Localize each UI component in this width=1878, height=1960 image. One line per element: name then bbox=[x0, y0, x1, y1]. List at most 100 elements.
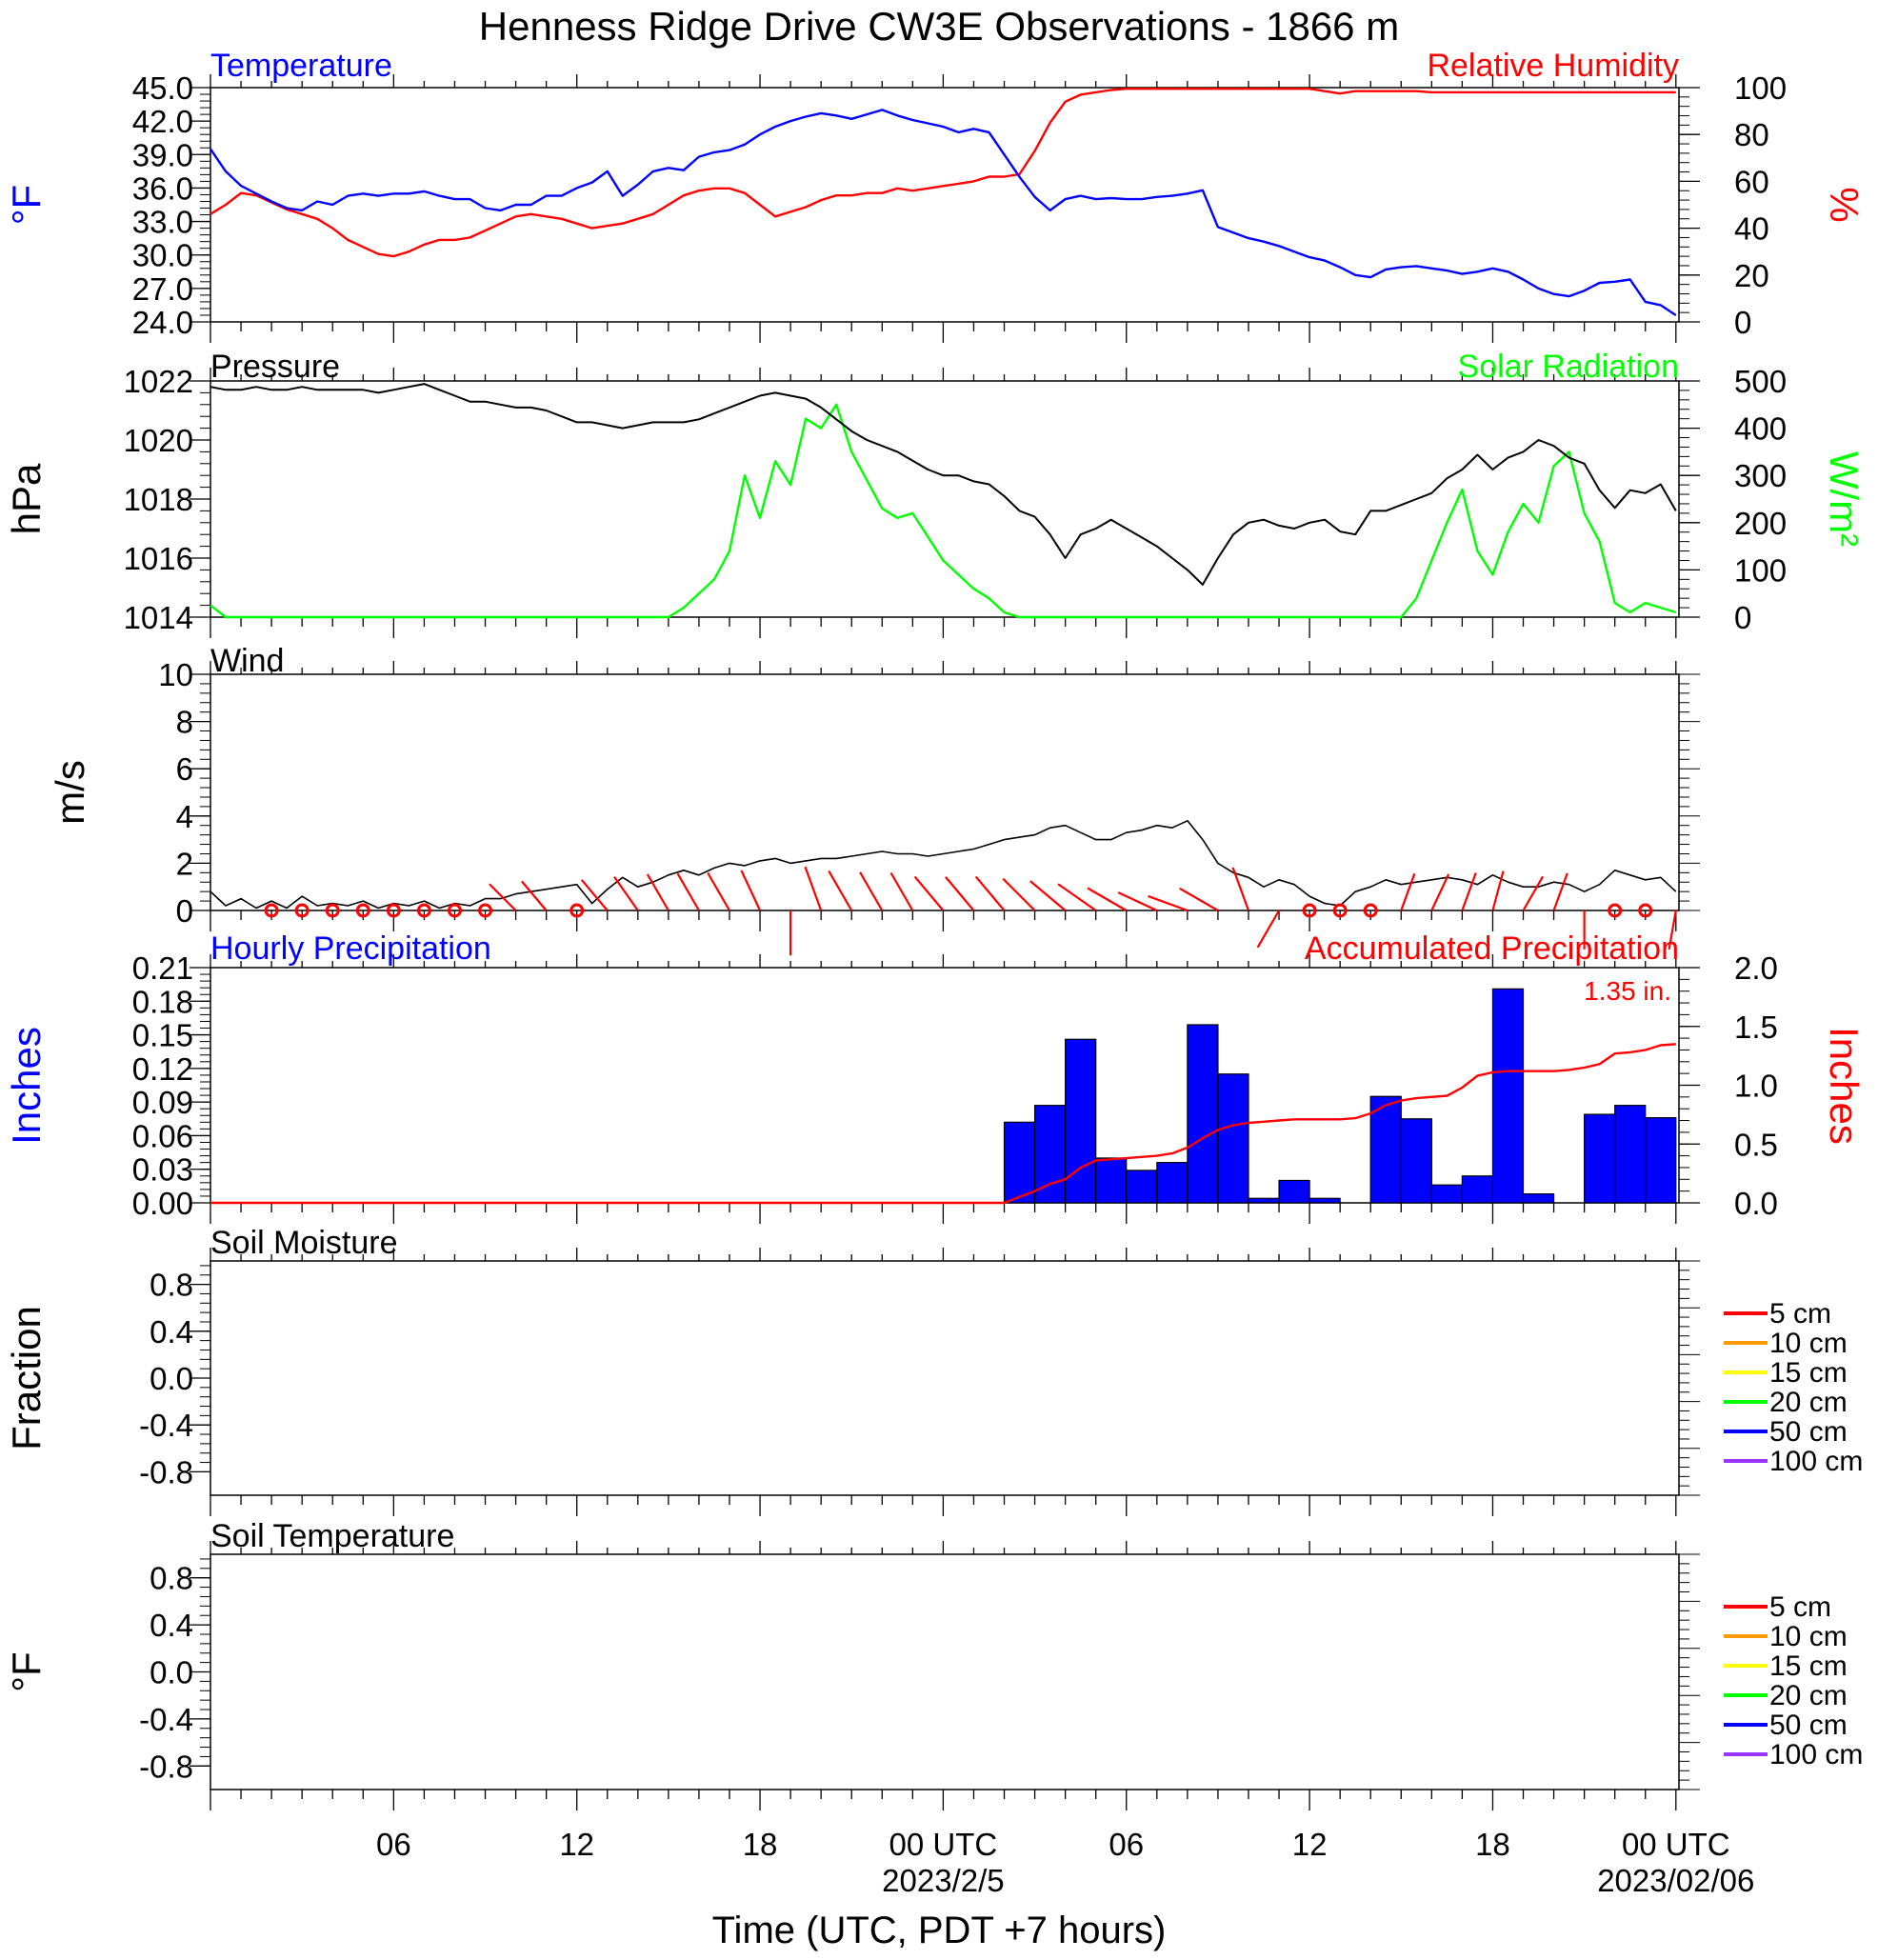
accumulated-total-label: 1.35 in. bbox=[1584, 976, 1671, 1006]
figure-title: Henness Ridge Drive CW3E Observations - … bbox=[479, 4, 1399, 49]
y-tick-label: 1020 bbox=[124, 423, 193, 458]
y-tick-label: 0.15 bbox=[132, 1018, 193, 1053]
wind-barb bbox=[828, 870, 853, 911]
y-tick-label: -0.4 bbox=[139, 1702, 193, 1737]
x-tick-label: 06 bbox=[1109, 1827, 1144, 1862]
x-tick-label: 00 UTC bbox=[889, 1827, 998, 1862]
y-tick-label: 0.06 bbox=[132, 1118, 193, 1153]
wind-barb bbox=[859, 871, 884, 911]
wind-calm-marker bbox=[569, 903, 585, 918]
panel-title-wind: Wind bbox=[210, 643, 284, 679]
y-tick-label: 39.0 bbox=[132, 137, 193, 172]
series-temperature bbox=[210, 109, 1677, 317]
precip-bar bbox=[1491, 988, 1525, 1204]
precip-bar bbox=[1461, 1175, 1494, 1204]
y2-tick-label: 1.0 bbox=[1734, 1069, 1778, 1104]
wind-calm-marker bbox=[416, 903, 431, 918]
precip-bar bbox=[1645, 1117, 1677, 1204]
y-tick-label: 36.0 bbox=[132, 170, 193, 206]
precip-bar bbox=[1187, 1024, 1219, 1204]
y2-tick-label: 400 bbox=[1734, 411, 1787, 447]
y2-tick-label: 40 bbox=[1734, 211, 1769, 247]
precip-bar bbox=[1126, 1170, 1158, 1204]
wind-calm-marker bbox=[1608, 903, 1623, 918]
wind-calm-marker bbox=[264, 903, 279, 918]
x-tick-label: 06 bbox=[376, 1827, 411, 1862]
y-tick-label: 45.0 bbox=[132, 70, 193, 106]
y-tick-label: 27.0 bbox=[132, 271, 193, 307]
legend-label: 20 cm bbox=[1769, 1387, 1848, 1418]
precip-bar bbox=[1003, 1121, 1036, 1204]
panel-title-soil-temperature: Soil Temperature bbox=[210, 1518, 454, 1554]
y2-tick-label: 0.5 bbox=[1734, 1127, 1778, 1162]
panel-title-hourly-precip: Hourly Precipitation bbox=[210, 930, 491, 967]
precip-bar bbox=[1065, 1038, 1097, 1204]
wind-calm-marker bbox=[478, 903, 493, 918]
wind-barb bbox=[974, 875, 1006, 911]
legend-label: 100 cm bbox=[1769, 1446, 1863, 1477]
wind-barb bbox=[489, 883, 517, 911]
legend-label: 5 cm bbox=[1769, 1591, 1831, 1623]
panel-title-soil-moisture: Soil Moisture bbox=[210, 1225, 398, 1261]
series-relative-humidity bbox=[210, 87, 1676, 258]
wind-calm-marker bbox=[1332, 903, 1348, 918]
y-tick-label: 1022 bbox=[124, 364, 193, 399]
precip-bar bbox=[1156, 1162, 1189, 1204]
wind-barb bbox=[1491, 870, 1505, 911]
precip-bar bbox=[1248, 1197, 1280, 1204]
y-tick-label: 0.18 bbox=[132, 984, 193, 1019]
panel-title-temperature: Temperature bbox=[210, 48, 392, 84]
legend-label: 50 cm bbox=[1769, 1710, 1848, 1741]
series-solar-radiation bbox=[210, 403, 1677, 619]
wind-barb bbox=[521, 880, 548, 911]
wind-barb bbox=[1087, 887, 1128, 911]
wind-barb bbox=[740, 870, 762, 911]
y-tick-label: 0.21 bbox=[132, 950, 193, 986]
y2-axis-label-solar: W/m² bbox=[1822, 451, 1867, 547]
legend-label: 20 cm bbox=[1769, 1680, 1848, 1711]
y-tick-label: 1016 bbox=[124, 541, 193, 576]
wind-barb bbox=[1461, 872, 1477, 911]
y-tick-label: 0.09 bbox=[132, 1085, 193, 1120]
panel-title-humidity: Relative Humidity bbox=[1427, 48, 1679, 84]
wind-barb bbox=[913, 875, 945, 911]
legend-label: 10 cm bbox=[1769, 1328, 1848, 1359]
x-tick-date-label: 2023/2/5 bbox=[882, 1863, 1004, 1898]
wind-barb bbox=[889, 871, 914, 911]
precip-bar bbox=[1033, 1105, 1067, 1204]
precip-bar bbox=[1430, 1184, 1463, 1204]
wind-barb bbox=[707, 871, 730, 911]
wind-barb bbox=[1231, 867, 1250, 911]
x-tick-label: 12 bbox=[1292, 1827, 1328, 1862]
y-tick-label: 0.4 bbox=[150, 1314, 193, 1350]
y-tick-label: 30.0 bbox=[132, 238, 193, 273]
y-tick-label: 33.0 bbox=[132, 205, 193, 240]
x-tick-label: 18 bbox=[743, 1827, 778, 1862]
y-axis-label-pressure: hPa bbox=[4, 463, 49, 534]
y-tick-label: -0.8 bbox=[139, 1749, 193, 1784]
precip-bar bbox=[1095, 1157, 1128, 1204]
wind-calm-marker bbox=[1302, 903, 1317, 918]
wind-barb bbox=[1117, 891, 1158, 911]
y-axis-label-temperature: °F bbox=[4, 185, 49, 225]
wind-calm-marker bbox=[325, 903, 340, 918]
y-axis-label-hourly-precip: Inches bbox=[4, 1027, 49, 1145]
wind-barb bbox=[804, 866, 823, 911]
y-tick-label: 10 bbox=[158, 657, 193, 692]
y2-tick-label: 60 bbox=[1734, 164, 1769, 199]
precip-bar bbox=[1614, 1105, 1647, 1204]
y-tick-label: 1014 bbox=[124, 600, 193, 635]
legend-label: 5 cm bbox=[1769, 1298, 1831, 1330]
y2-tick-label: 0 bbox=[1734, 600, 1751, 635]
panel-title-pressure: Pressure bbox=[210, 349, 340, 385]
wind-barb bbox=[1400, 872, 1416, 911]
wind-barb bbox=[676, 872, 700, 911]
y-tick-label: 6 bbox=[176, 751, 193, 787]
y-tick-label: -0.8 bbox=[139, 1454, 193, 1490]
precip-bar bbox=[1217, 1073, 1249, 1204]
legend-label: 100 cm bbox=[1769, 1739, 1863, 1770]
wind-calm-marker bbox=[386, 903, 401, 918]
y-tick-label: 0 bbox=[176, 893, 193, 929]
